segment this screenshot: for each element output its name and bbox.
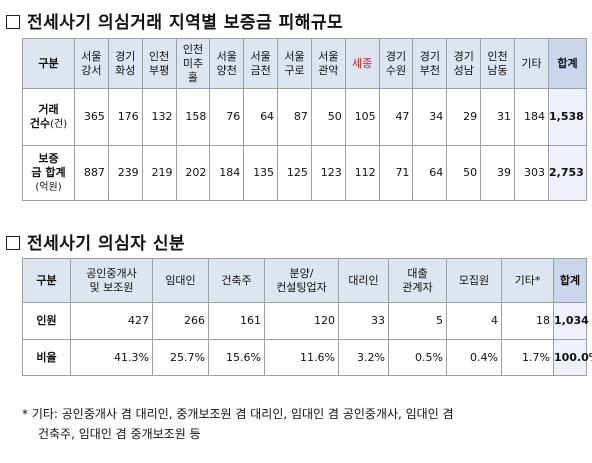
table-cell: 125	[277, 145, 312, 201]
table-cell: 112	[344, 145, 380, 201]
table1-col-header: 경기 성남	[446, 38, 482, 89]
table-cell: 31	[480, 88, 515, 146]
table-cell: 33	[338, 302, 389, 340]
table-cell: 39	[480, 145, 515, 201]
table2-col-header: 기타*	[501, 258, 554, 303]
table-cell: 184	[209, 145, 245, 201]
table-row: 비율 41.3% 25.7% 15.6% 11.6% 3.2% 0.5% 0.4…	[22, 339, 592, 376]
table-cell: 120	[264, 302, 339, 340]
table2-header-label: 구분	[22, 258, 71, 303]
table2-total-header: 합계	[553, 258, 587, 303]
table-cell: 11.6%	[264, 339, 339, 376]
table-total-cell: 1,538	[548, 88, 587, 146]
row-label-transactions: 거래 건수(건)	[22, 88, 75, 146]
section2-title: 전세사기 의심자 신분	[6, 229, 185, 254]
table-cell: 4	[446, 302, 502, 340]
table1-col-header: 세종	[344, 38, 380, 89]
table-cell: 135	[243, 145, 279, 201]
table-cell: 3.2%	[338, 339, 389, 376]
checkbox-square-icon	[6, 15, 20, 29]
table1-col-header: 서울 관악	[310, 38, 346, 89]
row-label-count: 인원	[22, 302, 71, 340]
table1-col-header: 경기 부천	[412, 38, 448, 89]
table2-col-header: 대출 관계자	[388, 258, 447, 303]
table2-col-header: 공인중개사 및 보조원	[70, 258, 153, 303]
table2-col-header: 모집원	[446, 258, 502, 303]
table-cell: 105	[344, 88, 380, 146]
table2-col-header: 분양/ 컨설팅업자	[264, 258, 339, 303]
table1-col-header: 서울 양천	[209, 38, 245, 89]
table2-col-header: 대리인	[338, 258, 389, 303]
table-row: 거래 건수(건) 365 176 132 158 76 64 87 50 105…	[22, 88, 587, 146]
table2-col-header: 임대인	[152, 258, 209, 303]
table-cell: 123	[310, 145, 346, 201]
table-cell: 87	[277, 88, 312, 146]
table1-col-header: 인천 남동	[480, 38, 515, 89]
table-row: 인원 427 266 161 120 33 5 4 18 1,034	[22, 302, 589, 340]
table1-col-header: 인천 미추 홀	[175, 38, 211, 89]
footnote: * 기타: 공인중개사 겸 대리인, 중개보조원 겸 대리인, 임대인 겸 공인…	[22, 404, 582, 444]
table-total-cell: 2,753	[548, 145, 587, 201]
table-cell: 71	[378, 145, 414, 201]
table-cell: 5	[388, 302, 447, 340]
table1-total-header: 합계	[548, 38, 587, 89]
table-cell: 427	[70, 302, 153, 340]
table2-col-header: 건축주	[208, 258, 265, 303]
table-cell: 887	[74, 145, 109, 201]
table-cell: 50	[446, 145, 482, 201]
table-total-cell: 100.0%	[553, 339, 592, 376]
table-cell: 132	[141, 88, 177, 146]
table1-col-header: 인천 부평	[141, 38, 177, 89]
table-cell: 266	[152, 302, 209, 340]
footnote-line: 건축주, 임대인 겸 중개보조원 등	[38, 427, 201, 441]
table-cell: 50	[310, 88, 346, 146]
table-cell: 15.6%	[208, 339, 265, 376]
table-cell: 29	[446, 88, 482, 146]
footnote-line: * 기타: 공인중개사 겸 대리인, 중개보조원 겸 대리인, 임대인 겸 공인…	[22, 407, 454, 421]
row-label-deposit-total: 보증 금 합계 (억원)	[22, 145, 75, 201]
table-cell: 47	[378, 88, 414, 146]
table1-col-header: 경기 수원	[378, 38, 414, 89]
table-cell: 1.7%	[501, 339, 554, 376]
table-cell: 18	[501, 302, 554, 340]
row-label-ratio: 비율	[22, 339, 71, 376]
table-cell: 239	[107, 145, 143, 201]
table-row: 보증 금 합계 (억원) 887 239 219 202 184 135 125…	[22, 145, 587, 201]
table-cell: 158	[175, 88, 211, 146]
checkbox-square-icon	[6, 236, 20, 250]
table-cell: 0.4%	[446, 339, 502, 376]
table-cell: 161	[208, 302, 265, 340]
table1-col-header: 서울 구로	[277, 38, 312, 89]
table-cell: 25.7%	[152, 339, 209, 376]
table-cell: 365	[74, 88, 109, 146]
table-cell: 41.3%	[70, 339, 153, 376]
table-cell: 176	[107, 88, 143, 146]
table-cell: 303	[513, 145, 550, 201]
table-cell: 219	[141, 145, 177, 201]
table1-col-header: 경기 화성	[107, 38, 143, 89]
table-cell: 76	[209, 88, 245, 146]
table1-col-header: 서울 금천	[243, 38, 279, 89]
table1-col-header: 서울 강서	[74, 38, 109, 89]
table-cell: 0.5%	[388, 339, 447, 376]
table-cell: 34	[412, 88, 448, 146]
table-total-cell: 1,034	[553, 302, 589, 340]
table1-col-header: 기타	[513, 38, 550, 89]
table-cell: 64	[243, 88, 279, 146]
table1-header-label: 구분	[22, 38, 75, 89]
table-cell: 64	[412, 145, 448, 201]
region-damage-table: 구분 서울 강서 경기 화성 인천 부평 인천 미추 홀 서울 양천 서울 금천…	[22, 38, 587, 201]
section1-title: 전세사기 의심거래 지역별 보증금 피해규모	[6, 8, 343, 33]
suspect-identity-table: 구분 공인중개사 및 보조원 임대인 건축주 분양/ 컨설팅업자 대리인 대출 …	[22, 258, 592, 376]
table-cell: 184	[513, 88, 550, 146]
table-cell: 202	[175, 145, 211, 201]
